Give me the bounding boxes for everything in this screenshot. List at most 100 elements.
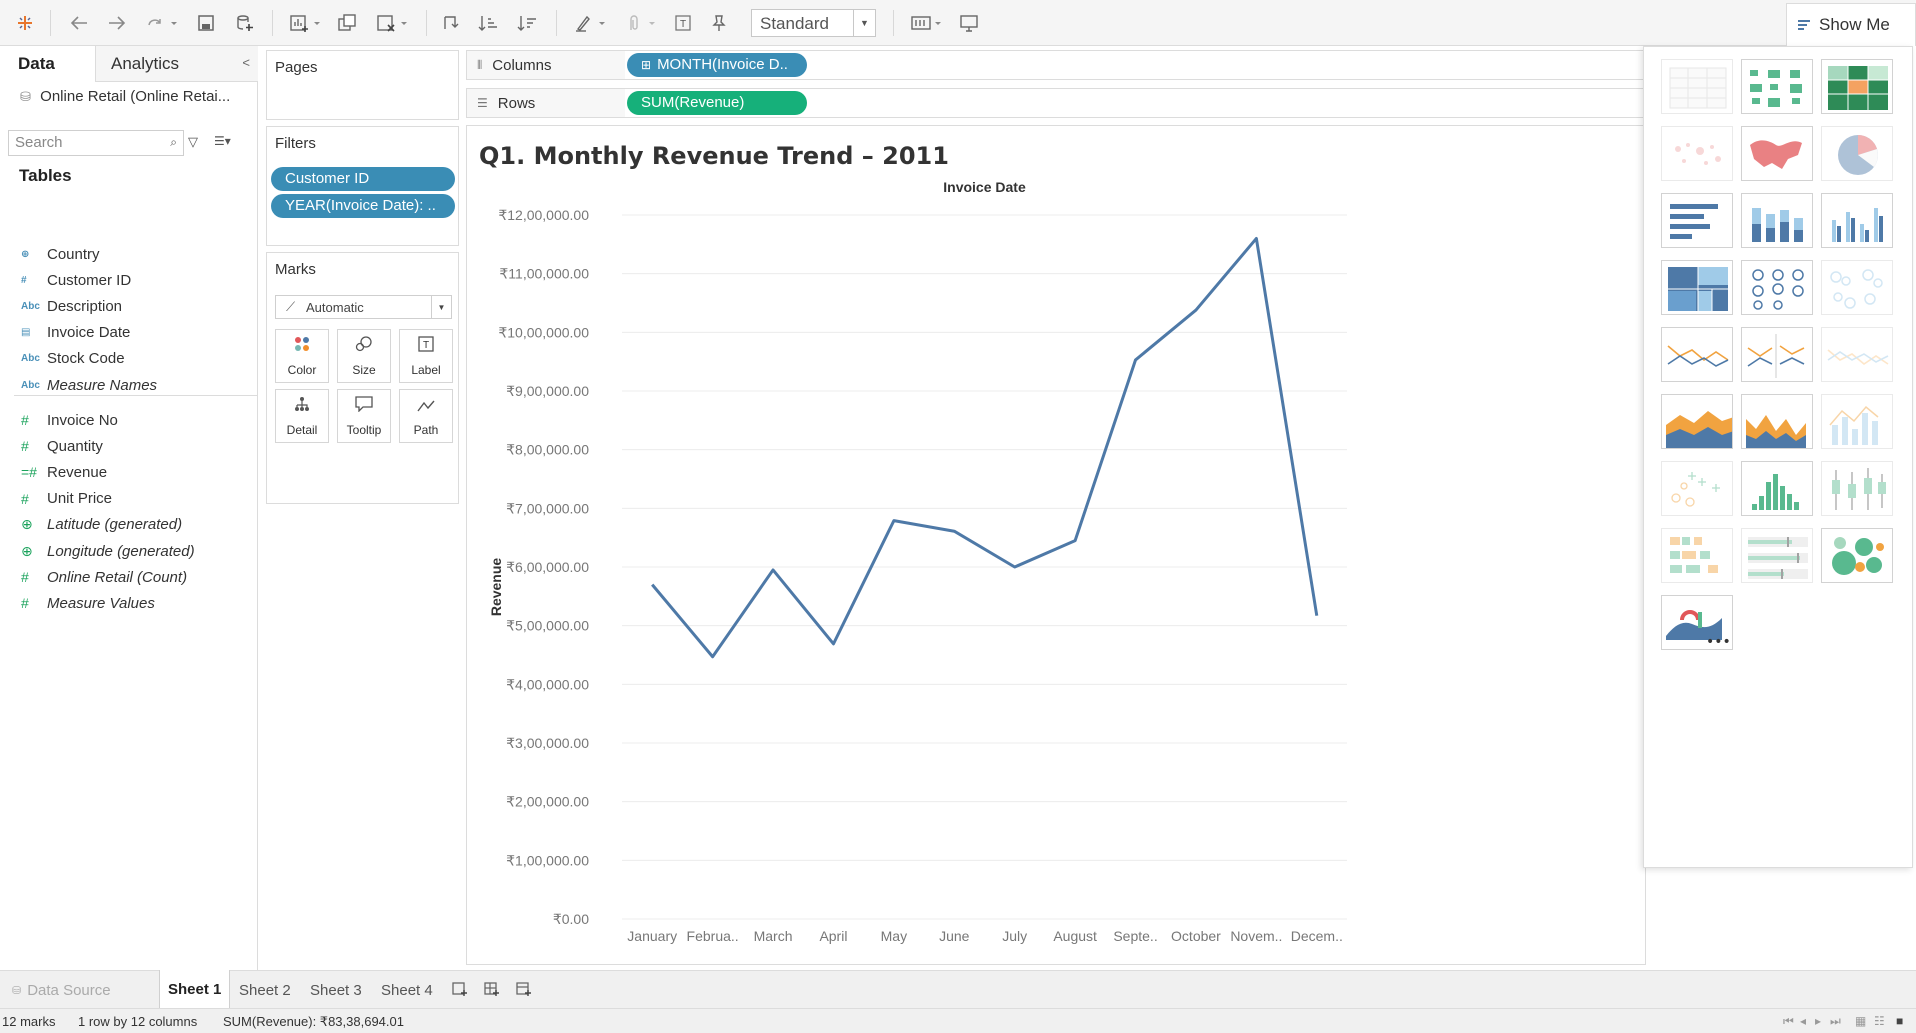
field-latitude-generated[interactable]: ⊕ Latitude (generated) <box>0 513 258 537</box>
presentation-mode-icon[interactable] <box>956 10 982 36</box>
prev-sheet-icon[interactable]: ◂ <box>1800 1014 1807 1028</box>
sort-ascending-icon[interactable] <box>475 10 501 36</box>
sheet-sorter-icon[interactable]: ■ <box>1896 1014 1904 1028</box>
filter-pill-year-invoice-date[interactable]: YEAR(Invoice Date): .. <box>271 194 455 218</box>
datasource-item[interactable]: ⛁ Online Retail (Online Retai... <box>20 88 230 105</box>
show-me-filled-map-icon[interactable] <box>1741 126 1813 181</box>
view-options-icon[interactable]: ☰▾ <box>214 134 231 148</box>
mark-type-select[interactable]: ⟋ Automatic ▼ <box>275 295 452 319</box>
color-button[interactable]: Color <box>275 329 329 383</box>
tab-data-source[interactable]: ⛁ Data Source <box>4 971 119 1009</box>
field-country[interactable]: ⊕ Country <box>0 242 258 266</box>
group-members-icon[interactable] <box>620 10 660 36</box>
field-revenue[interactable]: =# Revenue <box>0 460 258 484</box>
line-chart[interactable]: Invoice Date Revenue ₹12,00,000.00 ₹11,00,0… <box>467 126 1647 966</box>
show-me-text-table-icon[interactable] <box>1661 59 1733 114</box>
path-button[interactable]: Path <box>399 389 453 443</box>
show-me-dual-combination-icon[interactable] <box>1821 394 1893 449</box>
tab-sheet-1[interactable]: Sheet 1 <box>159 970 231 1009</box>
sort-descending-icon[interactable] <box>514 10 540 36</box>
rows-shelf[interactable]: SUM(Revenue) <box>625 88 1645 118</box>
show-me-pie-chart-icon[interactable] <box>1821 126 1893 181</box>
show-me-lines-discrete-icon[interactable] <box>1741 327 1813 382</box>
tooltip-button[interactable]: Tooltip <box>337 389 391 443</box>
new-worksheet-icon[interactable] <box>285 10 325 36</box>
swap-rows-columns-icon[interactable] <box>438 10 464 36</box>
rows-pill[interactable]: SUM(Revenue) <box>627 91 807 115</box>
chevron-down-icon[interactable]: ▼ <box>431 296 451 318</box>
show-me-button[interactable]: Show Me <box>1786 3 1916 46</box>
filters-card[interactable]: Filters Customer ID YEAR(Invoice Date): … <box>266 126 459 246</box>
show-me-symbol-map-icon[interactable] <box>1661 126 1733 181</box>
search-input[interactable]: Search ⌕ <box>8 130 184 156</box>
show-me-highlight-table-icon[interactable] <box>1821 59 1893 114</box>
undo-icon[interactable] <box>66 10 92 36</box>
field-quantity[interactable]: # Quantity <box>0 434 258 458</box>
show-me-area-discrete-icon[interactable] <box>1741 394 1813 449</box>
field-measure-values[interactable]: # Measure Values <box>0 591 258 615</box>
highlight-icon[interactable] <box>570 10 610 36</box>
field-customer-id[interactable]: # Customer ID <box>0 268 258 292</box>
expand-icon[interactable]: ⊞ <box>641 58 652 72</box>
filmstrip-icon[interactable]: ▦ <box>1855 1014 1867 1028</box>
filter-pill-customer-id[interactable]: Customer ID <box>271 167 455 191</box>
tab-data[interactable]: Data <box>18 54 55 73</box>
redo-icon[interactable] <box>104 10 130 36</box>
new-datasource-icon[interactable] <box>232 10 258 36</box>
chart-view[interactable]: Q1. Monthly Revenue Trend – 2011 Invoice… <box>466 125 1646 965</box>
tab-analytics[interactable]: Analytics < <box>95 46 258 82</box>
field-unit-price[interactable]: # Unit Price <box>0 487 258 511</box>
clear-sheet-icon[interactable] <box>372 10 412 36</box>
tableau-logo-icon[interactable] <box>12 10 38 36</box>
show-me-gantt-chart-icon[interactable] <box>1661 528 1733 583</box>
field-longitude-generated[interactable]: ⊕ Longitude (generated) <box>0 539 258 563</box>
show-me-bullet-graph-icon[interactable] <box>1741 528 1813 583</box>
tab-sheet-4[interactable]: Sheet 4 <box>381 981 433 999</box>
save-icon[interactable] <box>193 10 219 36</box>
show-me-histogram-icon[interactable] <box>1741 461 1813 516</box>
field-measure-names[interactable]: Abc Measure Names <box>0 373 258 397</box>
tab-sheet-3[interactable]: Sheet 3 <box>310 981 362 999</box>
field-invoice-date[interactable]: ▤ Invoice Date <box>0 321 258 345</box>
filter-icon[interactable]: ▽ <box>188 134 198 149</box>
next-sheet-icon[interactable]: ▸ <box>1815 1014 1822 1028</box>
duplicate-sheet-icon[interactable] <box>334 10 360 36</box>
columns-pill[interactable]: ⊞ MONTH(Invoice D.. <box>627 53 807 77</box>
fix-axes-pin-icon[interactable] <box>706 10 732 36</box>
show-me-box-and-whisker-icon[interactable] <box>1821 461 1893 516</box>
tabs-icon[interactable]: ☷ <box>1874 1014 1885 1028</box>
field-online-retail-count[interactable]: # Online Retail (Count) <box>0 565 258 589</box>
show-me-stacked-bars-icon[interactable] <box>1741 193 1813 248</box>
field-description[interactable]: Abc Description <box>0 294 258 318</box>
show-me-treemap-icon[interactable] <box>1661 260 1733 315</box>
show-me-dual-lines-icon[interactable] <box>1821 327 1893 382</box>
show-me-side-by-side-circles-icon[interactable] <box>1821 260 1893 315</box>
field-stock-code[interactable]: Abc Stock Code <box>0 347 258 371</box>
first-sheet-icon[interactable]: ⏮ <box>1783 1014 1794 1028</box>
collapse-pane-icon[interactable]: < <box>242 55 250 70</box>
show-me-side-by-side-bars-icon[interactable] <box>1821 193 1893 248</box>
show-cards-icon[interactable] <box>906 10 946 36</box>
show-me-horizontal-bars-icon[interactable] <box>1661 193 1733 248</box>
new-dashboard-icon[interactable] <box>484 981 500 1000</box>
show-me-scatter-plot-icon[interactable] <box>1661 461 1733 516</box>
show-mark-labels-icon[interactable]: T <box>670 10 696 36</box>
new-story-icon[interactable] <box>516 981 532 1000</box>
view-size-select[interactable]: Standard ▼ <box>751 9 876 37</box>
pages-card[interactable]: Pages <box>266 50 459 120</box>
show-me-packed-bubbles-icon[interactable] <box>1821 528 1893 583</box>
field-invoice-no[interactable]: # Invoice No <box>0 408 258 432</box>
show-me-circle-views-icon[interactable] <box>1741 260 1813 315</box>
show-me-heat-map-icon[interactable] <box>1741 59 1813 114</box>
label-button[interactable]: T Label <box>399 329 453 383</box>
show-me-area-continuous-icon[interactable] <box>1661 394 1733 449</box>
size-button[interactable]: Size <box>337 329 391 383</box>
chevron-down-icon[interactable]: ▼ <box>853 10 875 36</box>
show-me-lines-continuous-icon[interactable] <box>1661 327 1733 382</box>
tab-sheet-2[interactable]: Sheet 2 <box>239 981 291 999</box>
columns-shelf[interactable]: ⊞ MONTH(Invoice D.. <box>625 50 1645 80</box>
last-sheet-icon[interactable]: ⏭ <box>1830 1014 1841 1028</box>
detail-button[interactable]: Detail <box>275 389 329 443</box>
replay-icon[interactable] <box>142 10 182 36</box>
new-worksheet-icon[interactable] <box>452 981 468 1000</box>
